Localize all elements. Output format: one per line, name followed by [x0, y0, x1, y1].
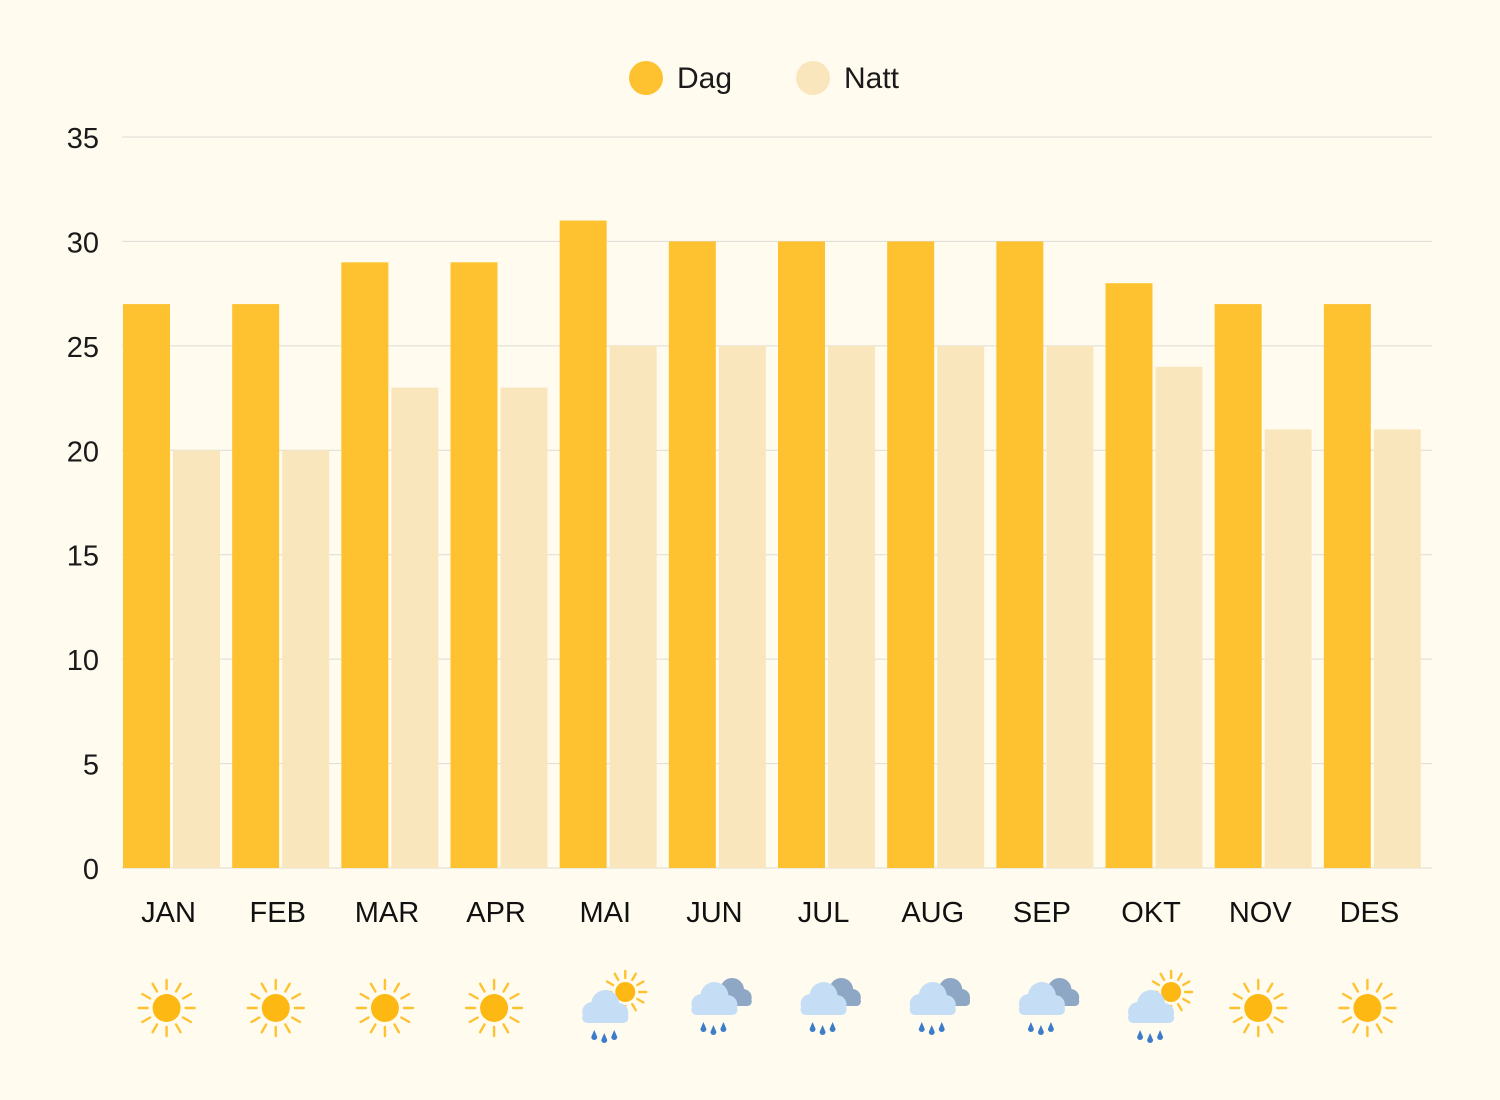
bar-natt-des — [1373, 429, 1421, 868]
bar-natt-nov — [1264, 429, 1312, 868]
rain-sun-icon — [582, 969, 648, 1043]
bar-natt-mar — [391, 387, 439, 868]
heavy-rain-icon — [691, 978, 752, 1035]
bar-dag-apr — [450, 262, 498, 868]
bar-dag-jan — [123, 304, 170, 869]
y-tick-label: 35 — [67, 123, 99, 155]
weather-icons — [137, 969, 1397, 1043]
x-tick-label: NOV — [1229, 897, 1293, 929]
bar-dag-sep — [996, 241, 1044, 868]
y-tick-label: 15 — [67, 541, 99, 573]
bar-natt-apr — [500, 387, 548, 868]
bar-dag-feb — [232, 304, 280, 869]
bar-dag-jun — [668, 241, 716, 868]
heavy-rain-icon — [909, 978, 970, 1035]
bar-dag-mar — [341, 262, 389, 868]
y-tick-label: 0 — [83, 854, 99, 886]
sun-icon — [464, 978, 524, 1038]
y-tick-label: 25 — [67, 332, 99, 364]
x-tick-label: MAR — [355, 897, 419, 929]
x-tick-label: APR — [466, 897, 526, 929]
rain-sun-icon — [1128, 969, 1194, 1043]
x-tick-label: DES — [1340, 897, 1400, 929]
x-tick-label: JUL — [798, 897, 850, 929]
bar-natt-okt — [1155, 366, 1203, 868]
x-tick-label: AUG — [901, 897, 964, 929]
heavy-rain-icon — [800, 978, 861, 1035]
heavy-rain-icon — [1018, 978, 1080, 1035]
x-axis: JAN FEB MAR APR MAI JUN JUL AUG SEP OKT NOV DES — [141, 897, 1399, 929]
bar-dag-mai — [559, 220, 607, 869]
sun-icon — [246, 978, 305, 1038]
legend: Dag Natt — [629, 61, 900, 95]
bar-dag-aug — [887, 241, 935, 868]
sun-icon — [1229, 978, 1288, 1038]
legend-swatch-dag — [629, 61, 663, 95]
bar-natt-jun — [718, 345, 766, 868]
bar-dag-nov — [1214, 304, 1262, 869]
bar-natt-feb — [282, 450, 330, 868]
legend-label-natt: Natt — [844, 62, 900, 95]
y-tick-label: 10 — [67, 645, 99, 677]
bar-natt-jul — [828, 345, 875, 868]
legend-swatch-natt — [796, 61, 830, 95]
bar-natt-aug — [937, 345, 985, 868]
y-tick-label: 30 — [67, 227, 99, 259]
bar-dag-jul — [778, 241, 825, 868]
sun-icon — [355, 978, 415, 1038]
x-tick-label: JAN — [141, 897, 196, 929]
x-tick-label: FEB — [250, 897, 306, 929]
bar-dag-des — [1323, 304, 1371, 869]
x-tick-label: SEP — [1013, 897, 1071, 929]
grid-lines — [122, 136, 1432, 869]
bar-natt-sep — [1046, 345, 1094, 868]
x-tick-label: MAI — [579, 897, 631, 929]
sun-icon — [1338, 978, 1397, 1038]
legend-label-dag: Dag — [677, 62, 732, 95]
bar-natt-jan — [173, 450, 220, 868]
bar-dag-okt — [1105, 283, 1153, 868]
x-tick-label: OKT — [1121, 897, 1181, 929]
bars — [123, 220, 1421, 869]
y-tick-label: 5 — [83, 750, 99, 782]
y-axis: 0 5 10 15 20 25 30 35 — [67, 123, 99, 886]
bar-natt-mai — [609, 345, 657, 868]
sun-icon — [137, 978, 196, 1038]
y-tick-label: 20 — [67, 436, 99, 468]
x-tick-label: JUN — [686, 897, 742, 929]
